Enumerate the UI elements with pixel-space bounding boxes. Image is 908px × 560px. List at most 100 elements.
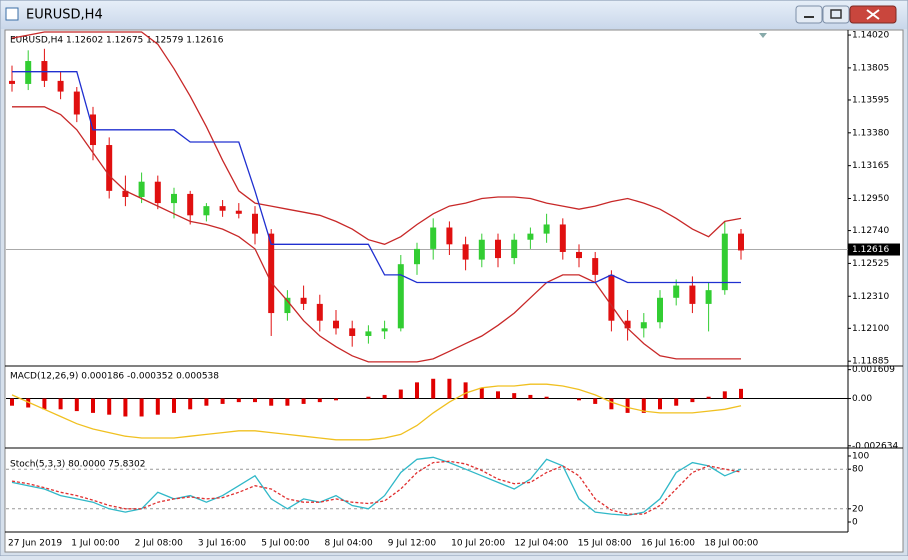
- y-tick-label: 100: [852, 452, 869, 462]
- histogram-bar: [496, 391, 500, 399]
- close-glyph: [866, 9, 880, 20]
- histogram-bar: [107, 398, 112, 415]
- candle-body: [106, 145, 113, 191]
- histogram-bar: [431, 378, 436, 399]
- candle-body: [381, 328, 388, 332]
- y-tick-label: 1.12740: [852, 226, 889, 236]
- histogram-bar: [722, 391, 727, 399]
- chart-area: [4, 29, 904, 553]
- last-price-label: 1.12616: [852, 245, 889, 255]
- histogram-bar: [220, 398, 225, 404]
- candle-body: [57, 80, 64, 92]
- candle-body: [333, 320, 339, 329]
- last-price-tag: [848, 243, 900, 256]
- indicator-line: [11, 460, 742, 515]
- time-label: 8 Jul 04:00: [325, 539, 374, 549]
- minimize-button[interactable]: [795, 5, 823, 24]
- candle-body: [689, 285, 696, 304]
- maximize-glyph: [830, 9, 842, 19]
- histogram-bar: [26, 398, 31, 408]
- candle-body: [73, 91, 80, 115]
- histogram-bar: [317, 398, 322, 403]
- histogram-bar: [609, 398, 614, 410]
- time-label: 10 Jul 20:00: [451, 539, 505, 549]
- histogram-bar: [593, 398, 598, 404]
- y-tick-label: 1.12525: [852, 259, 889, 269]
- histogram-bar: [236, 398, 241, 403]
- time-label: 2 Jul 08:00: [135, 539, 184, 549]
- y-tick-label: 1.13595: [852, 95, 889, 105]
- y-tick-label: 1.13805: [852, 63, 889, 73]
- time-label: 12 Jul 04:00: [514, 539, 568, 549]
- y-tick-label: 1.11885: [852, 357, 889, 367]
- candle-body: [284, 297, 291, 314]
- candle-body: [235, 210, 242, 214]
- candle-body: [252, 213, 258, 234]
- y-tick-label: 1.13165: [852, 161, 889, 171]
- histogram-bar: [285, 398, 290, 406]
- candle-body: [25, 61, 32, 84]
- y-tick-label: 0.001609: [852, 365, 895, 375]
- candle-body: [673, 285, 680, 298]
- histogram-bar: [188, 398, 193, 410]
- histogram-bar: [674, 398, 679, 406]
- candle-body: [171, 193, 177, 204]
- time-label: 3 Jul 16:00: [198, 539, 247, 549]
- candle-body: [268, 233, 275, 314]
- candle-body: [446, 227, 453, 245]
- histogram-bar: [544, 396, 549, 399]
- candle-body: [559, 224, 566, 252]
- histogram-bar: [139, 398, 144, 417]
- candle-body: [397, 264, 404, 329]
- indicator-line: [11, 31, 742, 245]
- histogram-bar: [172, 398, 176, 413]
- histogram-bar: [74, 398, 79, 412]
- histogram-bar: [447, 378, 452, 399]
- time-label: 5 Jul 00:00: [261, 539, 310, 549]
- candle-body: [430, 227, 437, 249]
- candle-body: [721, 233, 728, 291]
- candle-body: [9, 80, 15, 84]
- candle-body: [462, 244, 469, 260]
- candle-body: [624, 320, 631, 329]
- histogram-bar: [690, 398, 695, 403]
- y-tick-label: 1.14020: [852, 31, 889, 41]
- time-label: 18 Jul 00:00: [704, 539, 758, 549]
- candle-body: [738, 233, 744, 251]
- panel-label: MACD(12,26,9) 0.000186 -0.000352 0.00053…: [10, 372, 219, 382]
- histogram-bar: [42, 398, 47, 410]
- time-label: 9 Jul 12:00: [388, 539, 437, 549]
- histogram-bar: [155, 398, 160, 415]
- candle-body: [511, 239, 518, 259]
- histogram-bar: [382, 394, 387, 399]
- candle-body: [349, 328, 356, 336]
- histogram-bar: [10, 398, 14, 406]
- candle-body: [576, 251, 582, 259]
- histogram-bar: [528, 394, 533, 399]
- candle-body: [478, 239, 485, 260]
- y-tick-label: 0: [852, 518, 858, 528]
- candle-body: [203, 206, 210, 216]
- title-bar: [1, 1, 907, 29]
- candle-body: [300, 297, 307, 304]
- candle-body: [640, 322, 647, 329]
- y-tick-label: 0.00: [852, 394, 872, 404]
- candle-body: [657, 297, 663, 323]
- time-label: 27 Jun 2019: [8, 539, 62, 549]
- maximize-button[interactable]: [822, 5, 850, 24]
- candle-body: [187, 193, 194, 216]
- histogram-bar: [123, 398, 128, 417]
- histogram-bar: [58, 398, 63, 410]
- candle-body: [705, 290, 712, 304]
- window-title: EURUSD,H4: [26, 8, 103, 23]
- panel-label: Stoch(5,3,3) 80.0000 75.8302: [10, 460, 145, 470]
- candle-body: [365, 331, 372, 336]
- y-tick-label: 20: [852, 504, 864, 514]
- candle-body: [608, 274, 615, 321]
- y-tick-label: -0.002634: [852, 441, 898, 451]
- candle-body: [414, 248, 420, 265]
- panel-label: EURUSD,H4 1.12602 1.12675 1.12579 1.1261…: [10, 36, 224, 46]
- candle-body: [527, 233, 534, 240]
- histogram-bar: [91, 398, 95, 413]
